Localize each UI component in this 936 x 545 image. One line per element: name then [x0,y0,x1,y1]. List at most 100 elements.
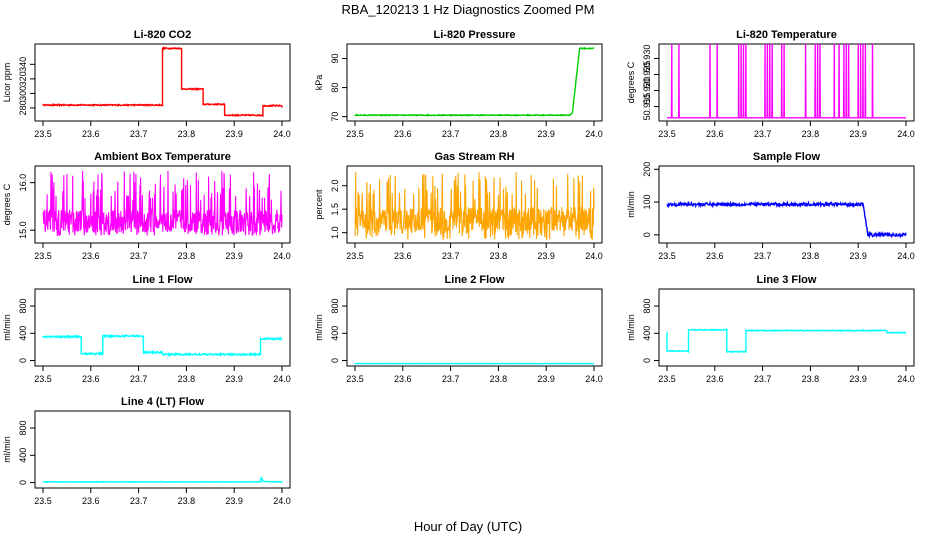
y-tick-label: 50.930 [642,45,652,73]
series-line [43,335,282,355]
y-tick-label: 320 [18,71,28,86]
x-tick-label: 23.5 [34,496,52,506]
panel-title: Line 1 Flow [133,274,193,286]
x-tick-label: 23.7 [442,129,460,139]
x-tick-label: 23.7 [130,129,148,139]
x-tick-label: 24.0 [897,129,915,139]
series-line [667,44,906,118]
y-tick-label: 16.0 [18,174,28,192]
series-line [43,171,282,236]
y-tick-label: 70 [330,112,340,122]
y-axis-label: ml/min [2,314,12,341]
x-tick-label: 24.0 [897,374,915,384]
y-tick-label: 400 [18,448,28,463]
x-tick-label: 23.8 [178,251,196,261]
y-tick-label: 0 [642,232,652,237]
y-axis-label: ml/min [626,191,636,218]
plot-frame [347,289,602,366]
x-tick-label: 24.0 [585,374,603,384]
series-line [667,203,906,237]
y-tick-label: 400 [642,326,652,341]
panel-title: Line 3 Flow [757,274,817,286]
x-tick-label: 23.6 [706,129,724,139]
x-tick-label: 23.9 [225,374,243,384]
x-tick-label: 23.8 [490,129,508,139]
x-tick-label: 23.8 [490,374,508,384]
y-axis-label: Licor ppm [2,63,12,103]
y-tick-label: 15.0 [18,221,28,239]
y-axis-label: ml/min [314,314,324,341]
x-tick-label: 23.5 [34,129,52,139]
y-tick-label: 100 [642,195,652,210]
x-tick-label: 23.6 [82,251,100,261]
x-tick-label: 23.9 [225,496,243,506]
x-tick-label: 23.8 [178,496,196,506]
y-tick-label: 280 [18,100,28,115]
x-tick-label: 24.0 [897,251,915,261]
y-axis-label: kPa [314,75,324,91]
x-tick-label: 23.7 [754,374,772,384]
panel-title: Gas Stream RH [434,151,514,163]
y-axis-label: percent [314,189,324,220]
panel-title: Li-820 Pressure [434,29,516,41]
y-tick-label: 0 [642,358,652,363]
y-tick-label: 400 [330,326,340,341]
figure-title: RBA_120213 1 Hz Diagnostics Zoomed PM [342,2,595,17]
x-tick-label: 24.0 [273,129,291,139]
x-tick-label: 23.8 [802,374,820,384]
y-tick-label: 1.0 [330,226,340,239]
y-tick-label: 400 [18,326,28,341]
y-tick-label: 800 [642,299,652,314]
x-tick-label: 23.9 [225,251,243,261]
x-tick-label: 23.9 [537,251,555,261]
panel-title: Li-820 Temperature [736,29,837,41]
y-tick-label: 90 [330,54,340,64]
plot-frame [347,44,602,121]
x-tick-label: 23.5 [346,374,364,384]
x-tick-label: 23.6 [394,129,412,139]
y-tick-label: 0 [18,358,28,363]
x-tick-label: 23.6 [706,251,724,261]
panel-10: Line 4 (LT) Flow ml/min 23.5 23.6 23.7 23.8 23… [2,396,291,506]
plot-frame [35,411,290,488]
panel-title: Sample Flow [753,151,821,163]
x-tick-label: 23.6 [394,374,412,384]
panel-title: Li-820 CO2 [134,29,191,41]
x-tick-label: 23.5 [34,374,52,384]
series-line [43,48,282,116]
y-tick-label: 800 [330,299,340,314]
x-tick-label: 23.5 [346,129,364,139]
x-tick-label: 23.7 [442,374,460,384]
y-tick-label: 1.5 [330,203,340,216]
panel-title: Ambient Box Temperature [94,151,231,163]
x-tick-label: 23.7 [754,129,772,139]
y-tick-label: 300 [18,86,28,101]
y-axis-label: ml/min [2,436,12,463]
y-tick-label: 800 [18,421,28,436]
x-tick-label: 24.0 [273,374,291,384]
x-tick-label: 23.5 [34,251,52,261]
x-tick-label: 23.6 [706,374,724,384]
x-tick-label: 23.9 [849,251,867,261]
x-tick-label: 23.7 [130,496,148,506]
panel-title: Line 4 (LT) Flow [121,396,204,408]
plot-frame [659,44,914,121]
series-line [355,48,594,116]
y-tick-label: 80 [330,83,340,93]
x-tick-label: 24.0 [585,129,603,139]
panel-title: Line 2 Flow [445,274,505,286]
y-tick-label: 0 [330,358,340,363]
x-tick-label: 23.5 [658,251,676,261]
x-tick-label: 23.6 [82,496,100,506]
x-tick-label: 23.8 [178,129,196,139]
x-tick-label: 23.8 [802,251,820,261]
